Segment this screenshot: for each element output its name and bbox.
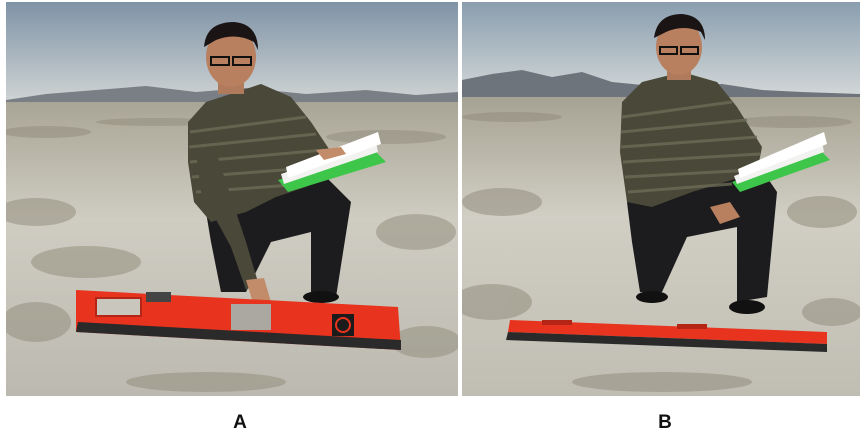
level-instrument xyxy=(506,320,827,352)
panel-label-a: A xyxy=(233,412,247,433)
photo-panel-a xyxy=(6,2,458,396)
ground-texture xyxy=(6,118,458,392)
photo-panel-b xyxy=(462,2,860,396)
photo-a xyxy=(6,2,458,396)
panel-label-b: B xyxy=(658,412,672,433)
person xyxy=(188,22,386,306)
person xyxy=(620,14,830,314)
ground-texture xyxy=(462,112,860,392)
level-instrument xyxy=(76,290,401,350)
photo-b xyxy=(462,2,860,396)
mountains xyxy=(462,70,860,102)
